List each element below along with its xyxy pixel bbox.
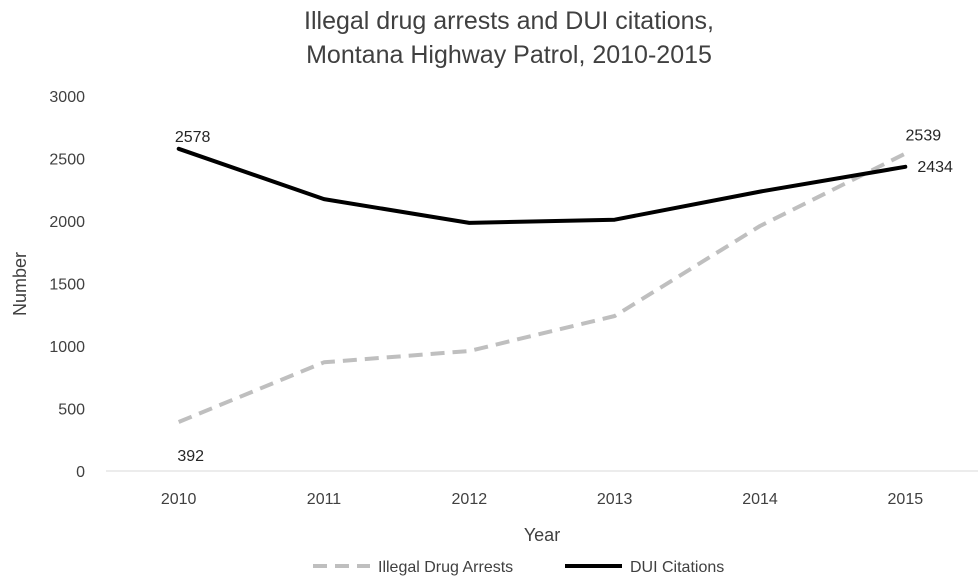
legend-label: DUI Citations	[630, 559, 724, 576]
legend-item-dui-citations: DUI Citations	[565, 559, 724, 576]
x-tick-label: 2014	[742, 491, 778, 508]
x-tick-label: 2013	[597, 491, 633, 508]
legend: Illegal Drug Arrests DUI Citations	[313, 559, 724, 576]
chart-title-line-1: Illegal drug arrests and DUI citations,	[304, 7, 714, 35]
chart-title: Illegal drug arrests and DUI citations, …	[0, 4, 978, 72]
y-tick-label: 2500	[49, 152, 85, 169]
y-tick-label: 1500	[49, 277, 85, 294]
y-tick-label: 2000	[49, 214, 85, 231]
x-tick-label: 2015	[888, 491, 924, 508]
x-tick-label: 2012	[452, 491, 488, 508]
legend-item-illegal-drug-arrests: Illegal Drug Arrests	[313, 559, 513, 576]
chart-title-line-2: Montana Highway Patrol, 2010-2015	[306, 41, 712, 69]
y-tick-label: 3000	[49, 89, 85, 106]
y-tick-label: 500	[58, 402, 85, 419]
series-line-illegal-drug-arrests	[177, 151, 907, 424]
data-label: 2578	[175, 129, 211, 146]
data-labels: 392 2539 2578 2434	[175, 128, 953, 465]
data-label: 2434	[917, 159, 953, 176]
legend-label: Illegal Drug Arrests	[378, 559, 513, 576]
data-label: 392	[177, 448, 204, 465]
x-tick-label: 2010	[161, 491, 197, 508]
y-axis-ticks: 0 500 1000 1500 2000 2500 3000	[49, 89, 85, 481]
y-tick-label: 1000	[49, 339, 85, 356]
x-axis-ticks: 2010 2011 2012 2013 2014 2015	[161, 491, 923, 508]
series-layer	[176, 146, 908, 424]
data-label: 2539	[906, 128, 942, 145]
y-axis-title: Number	[10, 252, 30, 316]
x-axis-title: Year	[524, 525, 560, 545]
series-line-dui-citations	[176, 146, 908, 225]
x-tick-label: 2011	[307, 491, 342, 508]
y-tick-label: 0	[76, 464, 85, 481]
